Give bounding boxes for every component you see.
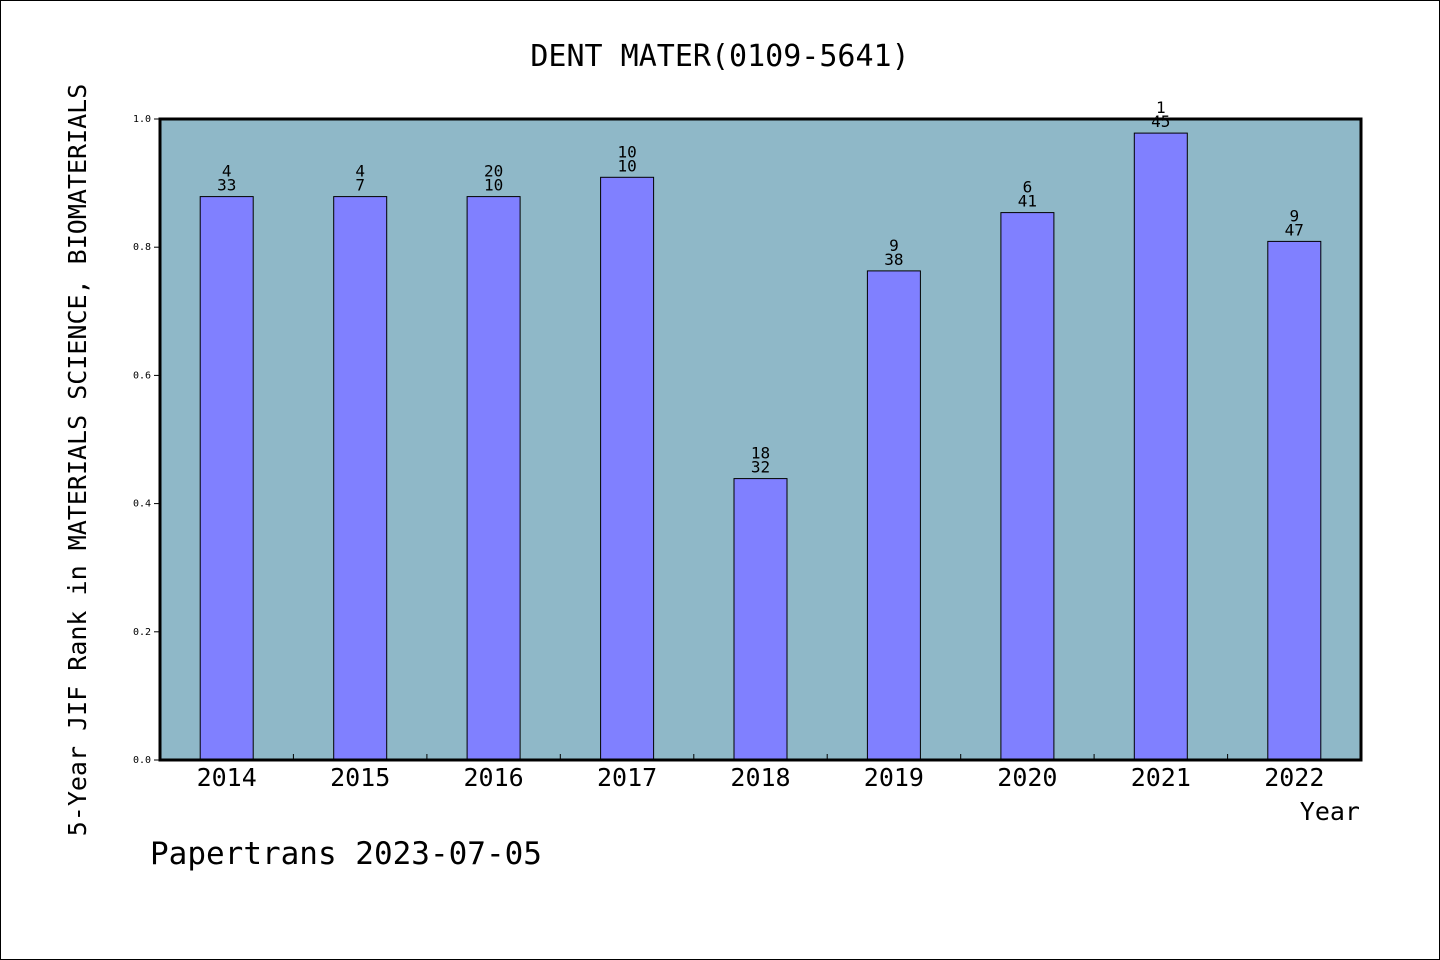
bar-2022 — [1267, 240, 1322, 761]
y-tick-label-0.6: 0.6 — [133, 370, 151, 381]
bar-label-bottom-2021: 45 — [1151, 112, 1170, 131]
bar-label-bottom-2014: 33 — [217, 176, 236, 195]
x-tick-label-2016: 2016 — [463, 763, 523, 792]
bar-2016 — [466, 196, 521, 761]
bar-2021 — [1133, 132, 1188, 761]
y-tick-label-0.8: 0.8 — [133, 242, 151, 253]
bar-label-top-2019: 9 — [889, 236, 899, 255]
bar-label-bottom-2019: 38 — [884, 250, 903, 269]
bar-label-top-2021: 1 — [1156, 98, 1166, 117]
x-tick-label-2019: 2019 — [864, 763, 924, 792]
y-tick-label-1.0: 1.0 — [133, 114, 151, 125]
bar-label-bottom-2017: 10 — [617, 156, 636, 175]
bar-label-top-2017: 10 — [617, 142, 636, 161]
bar-label-bottom-2015: 7 — [355, 176, 365, 195]
bar-2018 — [733, 478, 788, 761]
bar-label-top-2020: 6 — [1023, 178, 1033, 197]
x-tick-label-2018: 2018 — [730, 763, 790, 792]
x-tick-label-2022: 2022 — [1264, 763, 1324, 792]
y-tick-label-0.4: 0.4 — [133, 499, 151, 510]
bar-2020 — [1000, 212, 1055, 761]
x-tick-label-2017: 2017 — [597, 763, 657, 792]
y-tick-label-0.0: 0.0 — [133, 755, 151, 766]
bar-label-bottom-2016: 10 — [484, 176, 503, 195]
x-tick-label-2020: 2020 — [997, 763, 1057, 792]
bar-label-top-2015: 4 — [355, 162, 365, 181]
footer-text: Papertrans 2023-07-05 — [150, 836, 542, 872]
x-tick-label-2014: 2014 — [197, 763, 257, 792]
x-tick-label-2021: 2021 — [1131, 763, 1191, 792]
chart-title: DENT MATER(0109-5641) — [530, 39, 909, 74]
bar-label-top-2022: 9 — [1289, 206, 1299, 225]
bar-label-top-2016: 20 — [484, 162, 503, 181]
bar-2017 — [600, 176, 655, 761]
x-axis-label: Year — [1300, 797, 1360, 826]
y-axis-label: 5-Year JIF Rank in MATERIALS SCIENCE, BI… — [63, 84, 92, 837]
bar-label-top-2018: 18 — [751, 444, 770, 463]
bar-2019 — [866, 270, 921, 761]
bar-label-bottom-2020: 41 — [1018, 192, 1037, 211]
bar-2015 — [333, 196, 388, 761]
x-tick-label-2015: 2015 — [330, 763, 390, 792]
bar-label-top-2014: 4 — [222, 162, 232, 181]
axis-layer: 2014 2015 2016 2017 2018 2019 2020 2021 20220.00… — [133, 114, 1324, 792]
bar-2014 — [199, 196, 254, 761]
bar-label-bottom-2022: 47 — [1285, 220, 1304, 239]
y-tick-label-0.2: 0.2 — [133, 627, 151, 638]
bar-label-bottom-2018: 32 — [751, 458, 770, 477]
plot-border — [158, 117, 1363, 762]
